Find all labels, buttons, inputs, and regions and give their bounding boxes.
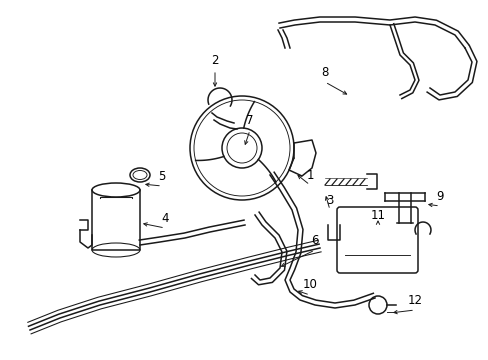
Text: 12: 12 [407, 293, 422, 306]
Text: 11: 11 [370, 208, 385, 221]
Text: 1: 1 [305, 168, 313, 181]
Text: 6: 6 [311, 234, 318, 247]
Text: 9: 9 [435, 189, 443, 202]
Text: 4: 4 [161, 212, 168, 225]
Text: 5: 5 [158, 170, 165, 183]
Text: 3: 3 [325, 194, 333, 207]
Text: 7: 7 [246, 113, 253, 126]
Text: 8: 8 [321, 66, 328, 78]
Text: 10: 10 [302, 279, 317, 292]
Text: 2: 2 [211, 54, 218, 67]
